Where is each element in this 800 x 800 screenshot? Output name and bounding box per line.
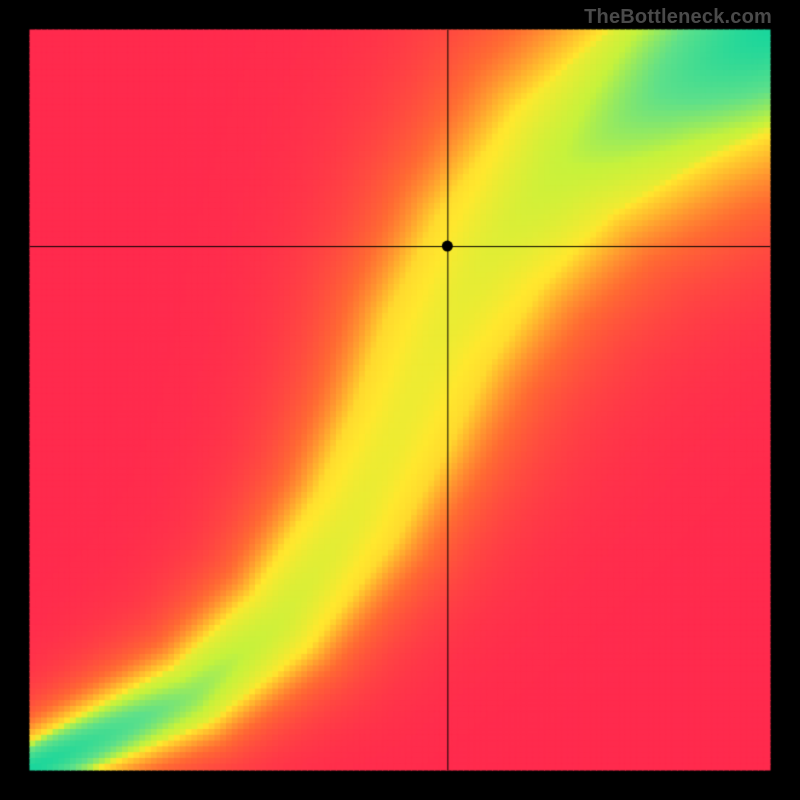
chart-container: TheBottleneck.com: [0, 0, 800, 800]
attribution-text: TheBottleneck.com: [584, 6, 772, 29]
heatmap-canvas: [0, 0, 800, 800]
